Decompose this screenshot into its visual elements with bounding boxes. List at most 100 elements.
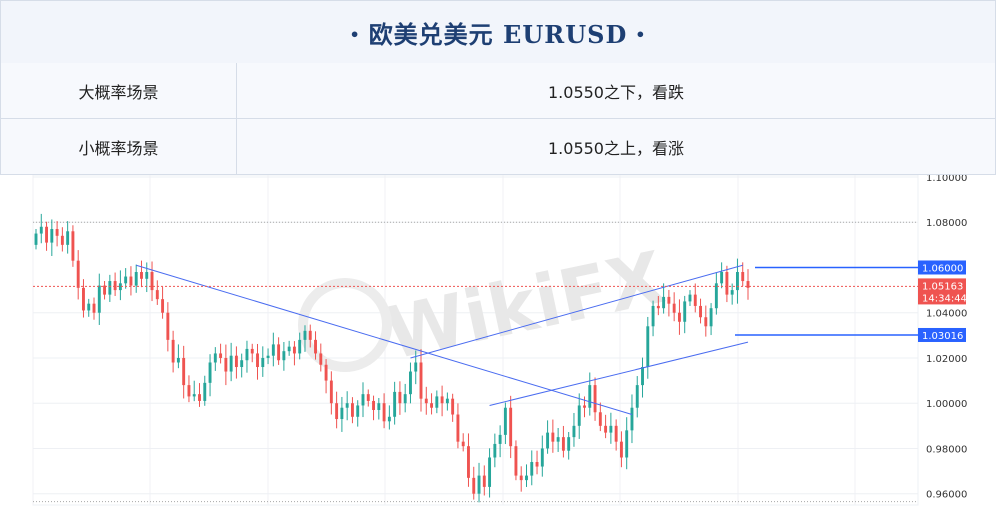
- candle: [256, 343, 259, 380]
- candle-body: [282, 351, 286, 361]
- candle-body: [219, 353, 223, 358]
- candle-body: [430, 403, 434, 408]
- candle-body: [467, 446, 470, 478]
- candle-body: [741, 272, 745, 282]
- candle-body: [709, 308, 713, 327]
- candle-body: [472, 477, 476, 494]
- candle: [393, 381, 397, 425]
- candle: [234, 346, 238, 379]
- candle: [677, 299, 681, 335]
- candle-body: [641, 367, 644, 386]
- candle-body: [314, 339, 317, 354]
- candle: [509, 395, 513, 459]
- candle: [213, 347, 217, 371]
- candle: [725, 265, 729, 303]
- candle: [329, 371, 333, 415]
- candle: [461, 433, 465, 452]
- candle: [271, 332, 275, 367]
- candles: [34, 213, 750, 503]
- candle-body: [693, 294, 697, 306]
- candle-body: [535, 462, 539, 467]
- candle: [171, 330, 175, 373]
- candle: [161, 286, 165, 319]
- candle: [314, 331, 317, 360]
- candle-body: [329, 380, 333, 404]
- candle: [319, 343, 323, 372]
- candle: [656, 295, 660, 316]
- candle: [340, 396, 344, 432]
- candle-body: [736, 272, 739, 291]
- candle: [635, 376, 639, 418]
- candle-body: [625, 430, 629, 458]
- candle-body: [704, 317, 708, 327]
- candle-body: [71, 231, 75, 261]
- candle: [103, 281, 107, 300]
- candle-body: [361, 394, 365, 406]
- candle: [382, 393, 386, 429]
- candle: [514, 440, 518, 481]
- candle: [335, 391, 339, 429]
- scenario-value: 1.0550之下，看跌: [548, 82, 684, 102]
- table-title: • 欧美兑美元 EURUSD •: [341, 15, 654, 50]
- candle-body: [45, 226, 48, 243]
- candle: [145, 262, 149, 293]
- candle: [525, 464, 528, 487]
- candle: [298, 332, 302, 360]
- candle: [646, 316, 650, 379]
- candle-body: [308, 330, 312, 340]
- y-tick-label: 1.08000: [926, 218, 967, 229]
- candle-body: [192, 394, 196, 397]
- candle-body: [725, 272, 729, 295]
- price-axis: 0.96000 0.98000 1.00000 1.02000 1.04000 1.080…: [926, 173, 967, 501]
- candle-body: [103, 285, 107, 295]
- candle-body: [720, 272, 724, 284]
- candle: [720, 262, 724, 289]
- candle: [176, 344, 180, 369]
- candle-body: [540, 448, 544, 467]
- candle-body: [182, 357, 186, 386]
- scenario-label: 大概率场景: [1, 63, 237, 118]
- candle-body: [393, 391, 397, 417]
- candle-body: [87, 303, 91, 311]
- candle-body: [451, 398, 455, 415]
- candle: [730, 283, 734, 305]
- candle-body: [287, 346, 291, 352]
- candle-body: [683, 301, 687, 322]
- candle: [324, 359, 328, 394]
- candle: [409, 362, 412, 404]
- candle-body: [509, 407, 513, 447]
- candle: [551, 419, 555, 453]
- candle: [667, 289, 671, 317]
- scenario-row-minor: 小概率场景 1.0550之上，看涨: [0, 119, 996, 175]
- candle-body: [593, 385, 597, 413]
- candle: [261, 346, 265, 377]
- candle-body: [324, 364, 328, 381]
- candle-body: [261, 357, 265, 368]
- candle: [266, 348, 270, 365]
- candle: [245, 340, 249, 373]
- candle: [709, 303, 713, 336]
- candle: [619, 431, 623, 468]
- candle: [60, 227, 64, 252]
- countdown-label: 14:34:44: [922, 293, 967, 304]
- candle-body: [714, 283, 718, 309]
- candle-body: [187, 385, 191, 397]
- candle: [187, 375, 191, 403]
- last-price-tag: [918, 278, 966, 305]
- candle-body: [614, 425, 618, 442]
- candle: [493, 433, 497, 468]
- candle-body: [292, 346, 296, 354]
- candle: [97, 273, 101, 325]
- candle-body: [662, 296, 666, 309]
- candle: [129, 266, 133, 296]
- candle-body: [340, 407, 344, 420]
- candle: [87, 298, 91, 317]
- candle-body: [60, 235, 64, 245]
- candle: [472, 466, 476, 500]
- candle-body: [108, 281, 112, 295]
- candle-body: [435, 396, 439, 408]
- candle-body: [530, 462, 534, 476]
- y-tick-label: 0.96000: [926, 490, 967, 501]
- last-price-label: 1.05163: [922, 281, 963, 292]
- candle: [488, 448, 492, 498]
